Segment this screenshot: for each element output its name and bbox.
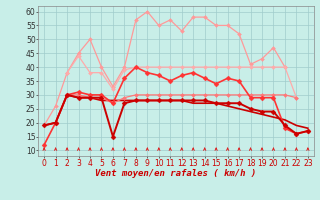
X-axis label: Vent moyen/en rafales ( km/h ): Vent moyen/en rafales ( km/h ) — [95, 169, 257, 178]
